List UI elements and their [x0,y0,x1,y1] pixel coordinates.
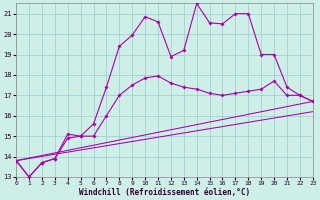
X-axis label: Windchill (Refroidissement éolien,°C): Windchill (Refroidissement éolien,°C) [79,188,250,197]
